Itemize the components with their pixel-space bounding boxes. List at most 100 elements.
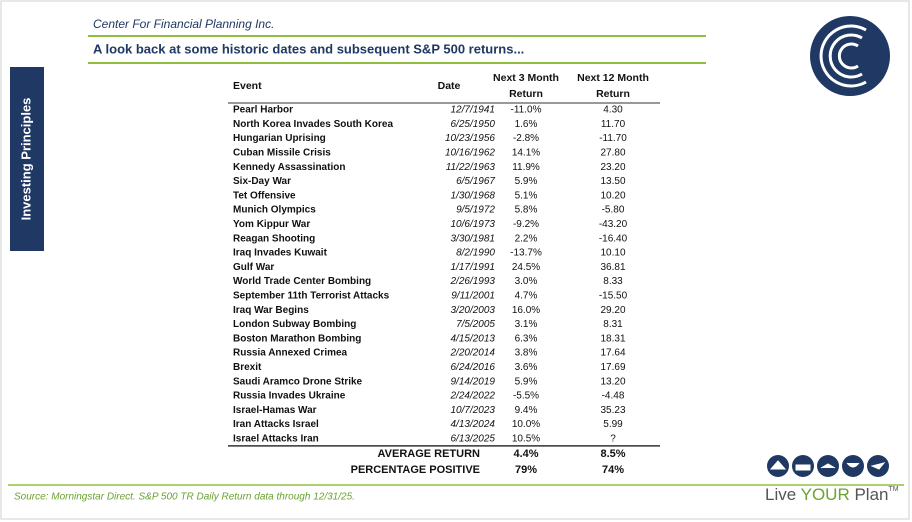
cell: 3.6%: [515, 362, 538, 373]
cell: 3/20/2003: [451, 305, 496, 316]
cell: Yom Kippur War: [233, 219, 310, 230]
cell: 2/20/2014: [450, 348, 496, 359]
cell: 1/30/1968: [451, 190, 496, 201]
table: Event Date Next 3 Month Return Next 12 Month…: [228, 72, 660, 476]
cell: 2/24/2022: [450, 391, 496, 402]
cell: 6/5/1967: [456, 176, 495, 187]
cell: 13.20: [600, 376, 625, 387]
cell: Saudi Aramco Drone Strike: [233, 376, 363, 387]
cell: 10.20: [600, 190, 625, 201]
cell: -13.7%: [510, 248, 542, 259]
cell: -2.8%: [513, 133, 539, 144]
cell: 4.7%: [515, 291, 538, 302]
cell: 35.23: [600, 405, 625, 416]
cell: -43.20: [599, 219, 628, 230]
cell: Iraq War Begins: [233, 305, 309, 316]
icons: [767, 455, 889, 477]
cell: Cuban Missile Crisis: [233, 148, 331, 159]
cell: London Subway Bombing: [233, 319, 356, 330]
cell: 10.5%: [512, 434, 540, 445]
cell: 9/14/2019: [451, 376, 496, 387]
cell: 10.10: [600, 248, 625, 259]
cell: Brexit: [233, 362, 262, 373]
cell: 3.0%: [515, 276, 538, 287]
summary-label: AVERAGE RETURN: [378, 448, 481, 460]
cell: North Korea Invades South Korea: [233, 119, 393, 130]
cell: -16.40: [599, 233, 628, 244]
cell: September 11th Terrorist Attacks: [233, 291, 390, 302]
summary-value: 74%: [602, 464, 624, 476]
cell: -11.70: [599, 133, 627, 144]
cell: 4/15/2013: [451, 333, 496, 344]
cell: 11.70: [601, 119, 626, 130]
cell: 3/30/1981: [451, 233, 496, 244]
cell: 1/17/1991: [451, 262, 496, 273]
cell: 8/2/1990: [456, 248, 495, 259]
column-header: Next 3 Month: [493, 72, 559, 84]
cell: 5.9%: [515, 376, 538, 387]
cell: 10.0%: [512, 419, 540, 430]
cell: 10/16/1962: [445, 148, 495, 159]
cell: Reagan Shooting: [233, 233, 315, 244]
cell: Munich Olympics: [233, 205, 316, 216]
cell: Six-Day War: [233, 176, 291, 187]
cell: Iraq Invades Kuwait: [233, 248, 328, 259]
cell: 9/5/1972: [456, 205, 495, 216]
side-label: Investing Principles: [18, 98, 33, 221]
cell: -15.50: [599, 291, 628, 302]
cell: 7/5/2005: [456, 319, 495, 330]
title: A look back at some historic dates and s…: [93, 41, 524, 56]
cell: Gulf War: [233, 262, 274, 273]
cell: 18.31: [600, 333, 625, 344]
cell: ?: [610, 434, 616, 445]
cell: 27.80: [600, 148, 625, 159]
cell: 5.1%: [515, 190, 538, 201]
cell: 17.69: [600, 362, 625, 373]
cell: 3.1%: [515, 319, 538, 330]
cell: 10/6/1973: [451, 219, 496, 230]
cell: -5.80: [602, 205, 625, 216]
brand: Live YOUR PlanTM: [765, 485, 899, 504]
column-header: Return: [509, 88, 543, 100]
cell: Israel Attacks Iran: [233, 434, 319, 445]
cell: 4/13/2024: [451, 419, 496, 430]
cell: 8.33: [603, 276, 623, 287]
cell: -9.2%: [513, 219, 539, 230]
cell: 16.0%: [512, 305, 540, 316]
brand-word: YOUR: [801, 485, 850, 504]
cell: -4.48: [602, 391, 625, 402]
cell: 5.8%: [515, 205, 538, 216]
cell: 36.81: [600, 262, 625, 273]
trademark: TM: [889, 486, 899, 493]
cell: 10/7/2023: [451, 405, 496, 416]
cell: 24.5%: [512, 262, 540, 273]
brand-word: Plan: [854, 485, 888, 504]
cell: -5.5%: [513, 391, 539, 402]
cell: 2.2%: [515, 233, 538, 244]
cell: 9.4%: [515, 405, 538, 416]
cell: 2/26/1993: [450, 276, 496, 287]
cell: World Trade Center Bombing: [233, 276, 371, 287]
summary-value: 8.5%: [600, 448, 625, 460]
cell: 6/13/2025: [451, 434, 496, 445]
cell: Kennedy Assassination: [233, 162, 345, 173]
cell: Boston Marathon Bombing: [233, 333, 361, 344]
cell: 23.20: [600, 162, 625, 173]
brand-word: Live: [765, 485, 796, 504]
cell: -11.0%: [511, 105, 542, 116]
cell: 14.1%: [512, 148, 540, 159]
cell: 11/22/1963: [446, 162, 496, 173]
source: Source: Morningstar Direct. S&P 500 TR D…: [14, 492, 355, 503]
cell: 29.20: [600, 305, 625, 316]
column-header: Return: [596, 88, 630, 100]
cell: Hungarian Uprising: [233, 133, 326, 144]
cell: 5.99: [603, 419, 623, 430]
cell: 5.9%: [515, 176, 538, 187]
cell: 10/23/1956: [445, 133, 495, 144]
cell: 12/7/1941: [451, 105, 496, 116]
cell: Pearl Harbor: [233, 105, 293, 116]
cell: 6.3%: [515, 333, 538, 344]
cell: Russia Annexed Crimea: [233, 348, 348, 359]
